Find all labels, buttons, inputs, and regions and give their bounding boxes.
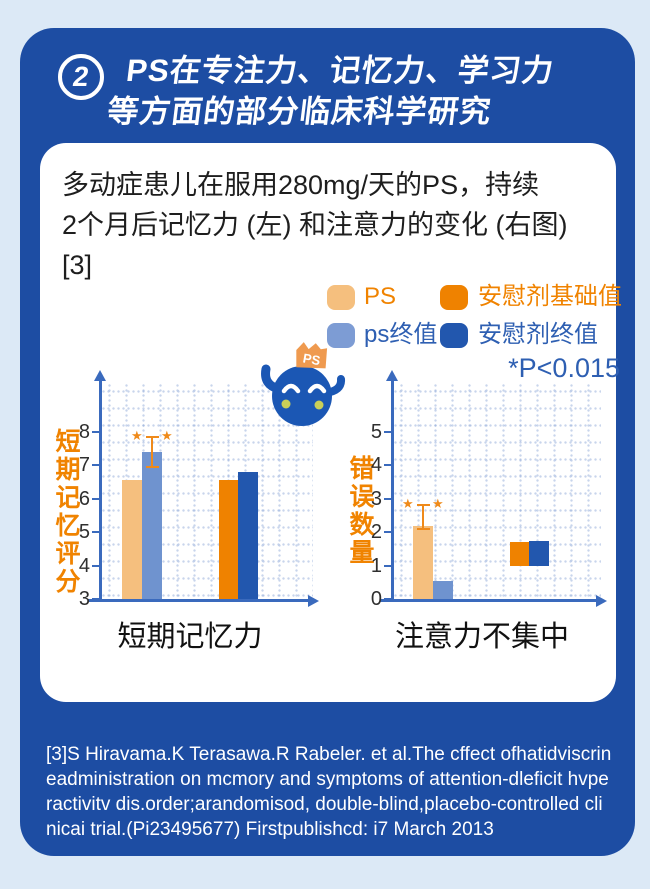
mascot-crown-label: PS (302, 350, 322, 368)
left-chart-ylabel: 短期记忆评分 (52, 428, 80, 596)
right-chart-caption: 注意力不集中 (395, 621, 570, 653)
x-axis (380, 599, 596, 602)
y-tick-label: 4 (78, 554, 90, 577)
y-tick-mark (92, 531, 100, 534)
x-axis-arrow-icon (596, 594, 607, 607)
y-tick-mark (92, 431, 100, 433)
section-number: 2 (71, 61, 92, 92)
section-number-badge: 2 (58, 54, 104, 100)
y-tick-mark (92, 497, 100, 500)
ps-mascot: PS (253, 339, 348, 439)
y-tick-mark (92, 464, 100, 467)
content-card: 多动症患儿在服用280mg/天的PS，持续 2个月后记忆力 (左) 和注意力的变… (40, 143, 622, 702)
page-title-line2: 等方面的部分临床科学研究 (105, 94, 494, 129)
study-description: 多动症患儿在服用280mg/天的PS，持续 2个月后记忆力 (左) 和注意力的变… (62, 170, 568, 280)
mascot-crown: PS (296, 342, 328, 369)
x-axis (88, 599, 308, 602)
y-tick-label: 8 (78, 421, 90, 443)
y-tick-label: 5 (78, 521, 90, 544)
mascot-left-cheek (281, 399, 291, 409)
y-tick-mark (384, 598, 392, 600)
mascot-right-cheek (314, 400, 324, 410)
y-tick-label: 3 (370, 487, 382, 510)
y-tick-label: 0 (370, 588, 382, 610)
y-axis-arrow-icon (386, 370, 398, 381)
y-tick-mark (384, 497, 392, 500)
error-bar-cap (145, 436, 159, 438)
y-tick-mark (92, 598, 100, 600)
bar-安慰剂终值 (529, 540, 549, 566)
legend-label-placebo-base: 安慰剂基础值 (478, 283, 622, 310)
mascot-body (272, 366, 332, 426)
y-axis (391, 381, 394, 601)
page-title-line1: PS在专注力、记忆力、学习力 (124, 53, 557, 88)
bar-安慰剂基础值 (219, 480, 238, 599)
significance-star-icon: ★ (131, 428, 143, 443)
error-bar-cap (145, 466, 159, 469)
y-tick-label: 1 (370, 554, 382, 577)
significance-star-icon: ★ (402, 495, 414, 511)
error-bar-cap (416, 527, 430, 530)
y-tick-mark (92, 564, 100, 567)
mascot-left-eye (281, 383, 301, 394)
y-tick-mark (384, 564, 392, 567)
citation-footnote: [3]S Hiravama.K Terasawa.R Rabeler. et a… (46, 744, 612, 840)
y-tick-label: 3 (78, 588, 90, 610)
main-panel: 2 PS在专注力、记忆力、学习力 等方面的部分临床科学研究 多动症患儿在服用28… (20, 28, 635, 856)
p-value-note: *P<0.015 (508, 353, 620, 383)
error-bar-cap (416, 503, 430, 506)
bar-安慰剂终值 (238, 472, 258, 599)
left-chart-caption: 短期记忆力 (117, 621, 263, 653)
significance-star-icon: ★ (432, 495, 444, 511)
mascot-right-eye (307, 383, 327, 394)
legend-label-placebo-final: 安慰剂终值 (478, 321, 598, 348)
y-axis (99, 381, 102, 601)
charts-area: 短期记忆评分 错误数量 短期记忆力 注意力不集中 3 4 5 6 7 8 ★ ★ 0 1 2 3 4 5 ★… (40, 143, 616, 702)
legend-label-ps-final: ps终值 (364, 321, 438, 348)
y-tick-label: 6 (78, 487, 90, 510)
bar-安慰剂基础值 (510, 542, 529, 566)
legend-swatch-placebo-final (440, 323, 468, 348)
y-tick-mark (384, 464, 392, 467)
error-bar (422, 504, 424, 529)
legend-swatch-ps (327, 285, 355, 310)
page-title: PS在专注力、记忆力、学习力 等方面的部分临床科学研究 (105, 50, 557, 132)
y-tick-mark (384, 531, 392, 534)
y-tick-label: 2 (370, 521, 382, 544)
bar-PS (122, 480, 142, 599)
y-tick-mark (384, 431, 392, 433)
legend-swatch-placebo-base (440, 285, 468, 310)
bar-ps终值 (142, 452, 162, 599)
mascot-illustration: PS (261, 342, 346, 426)
y-axis-arrow-icon (94, 370, 106, 381)
significance-star-icon: ★ (161, 428, 173, 443)
y-tick-label: 4 (370, 454, 382, 477)
legend-swatch-ps-final (327, 323, 355, 348)
x-axis-arrow-icon (308, 594, 319, 607)
y-tick-label: 5 (370, 421, 382, 443)
bar-ps终值 (433, 580, 453, 599)
right-chart-ylabel: 错误数量 (346, 455, 374, 567)
y-tick-label: 7 (78, 454, 90, 477)
legend-label-ps: PS (364, 283, 397, 310)
error-bar (151, 437, 153, 468)
bar-PS (413, 525, 433, 599)
